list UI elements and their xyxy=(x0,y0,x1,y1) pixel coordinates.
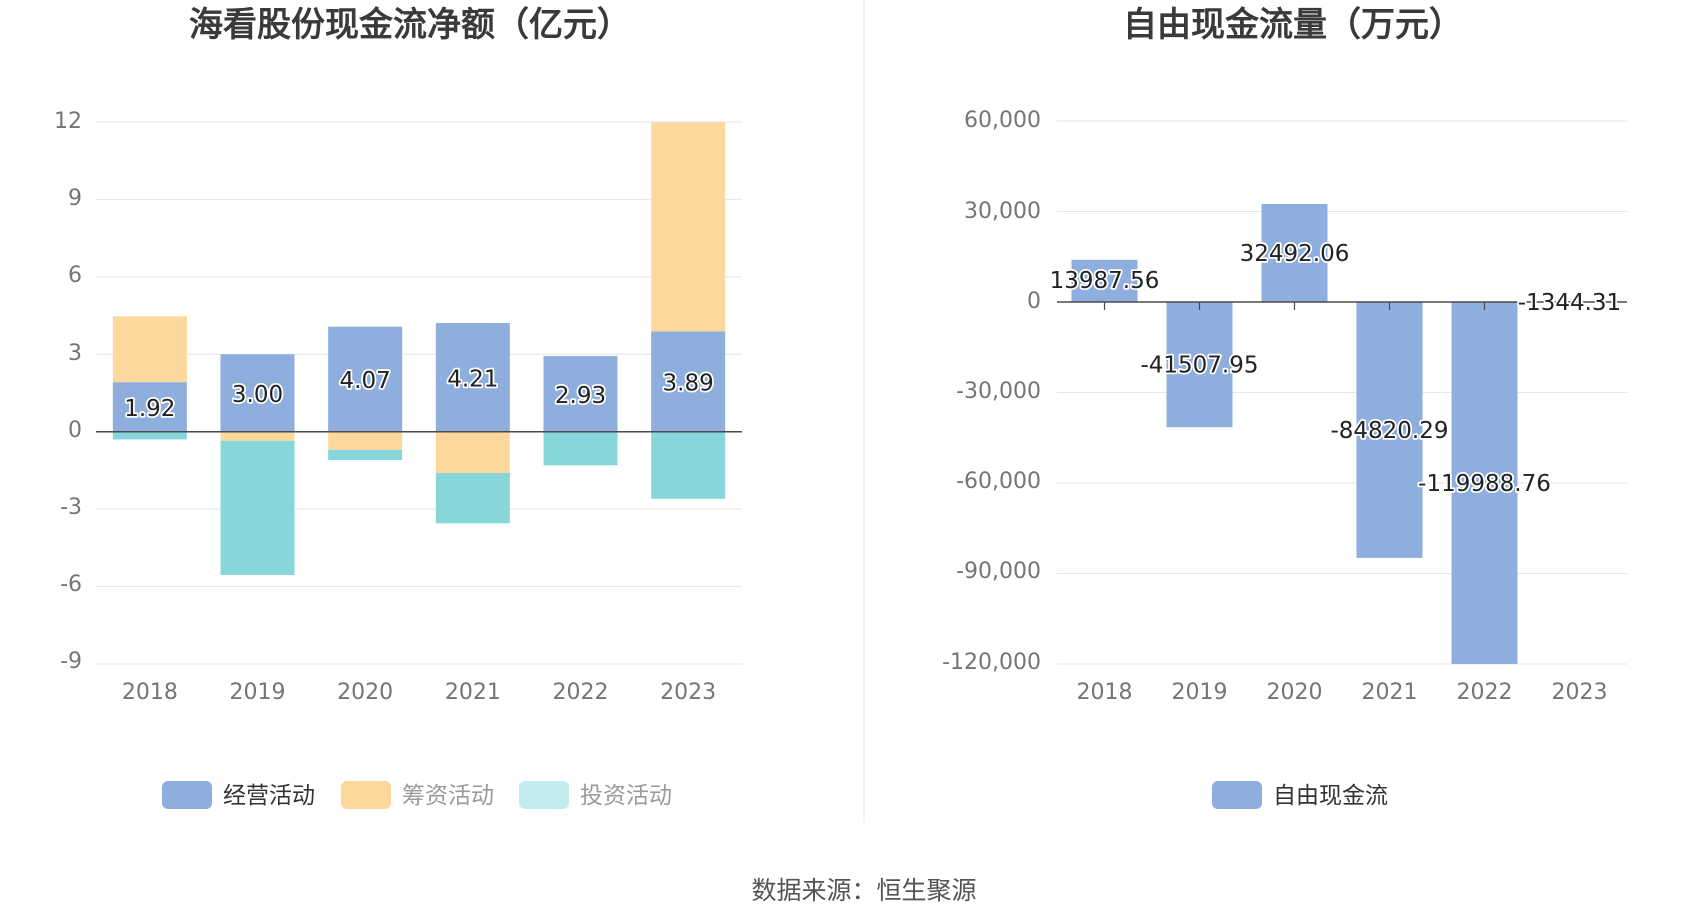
right-legend: 自由现金流 xyxy=(1212,781,1388,809)
right-data-label: 13987.56 xyxy=(1050,268,1160,294)
right-data-label: -84820.29 xyxy=(1330,418,1448,444)
right-chart-title: 自由现金流量（万元） xyxy=(1123,5,1463,45)
left-x-tick: 2018 xyxy=(122,680,178,705)
left-data-label: 1.92 xyxy=(124,396,175,422)
left-bar-经营活动-2019 xyxy=(220,354,295,432)
left-y-axis: 12 9 6 3 0 -3 -6 -9 xyxy=(54,109,82,674)
left-bar-筹资活动-2018 xyxy=(112,316,187,383)
left-x-tick: 2021 xyxy=(445,680,501,705)
right-x-tick: 2019 xyxy=(1172,680,1228,705)
left-x-tick: 2019 xyxy=(230,680,286,705)
left-plot-area: 2018 2019 2020 2021 2022 2023 1.92 3.00 4.07 4.21… xyxy=(96,121,742,705)
left-legend-label: 筹资活动 xyxy=(402,783,494,809)
right-y-tick: 60,000 xyxy=(964,108,1041,133)
right-x-tick: 2023 xyxy=(1552,680,1608,705)
left-y-tick: 3 xyxy=(68,341,82,366)
right-y-tick: 0 xyxy=(1027,289,1041,314)
left-data-label: 4.21 xyxy=(447,366,498,392)
right-data-label: 32492.06 xyxy=(1240,241,1350,267)
left-data-label: 4.07 xyxy=(340,368,391,394)
right-bar-2021 xyxy=(1356,302,1423,558)
right-legend-swatch xyxy=(1212,781,1262,809)
right-bar-2020 xyxy=(1261,203,1328,302)
left-legend-swatch-投资活动 xyxy=(519,781,569,809)
left-bar-投资活动-2021 xyxy=(435,473,510,524)
data-source: 数据来源：恒生聚源 xyxy=(751,876,976,905)
right-y-axis: 60,000 30,000 0 -30,000 -60,000 -90,000 … xyxy=(942,108,1041,675)
left-y-tick: -3 xyxy=(60,495,82,520)
right-bar-2019 xyxy=(1166,302,1233,428)
right-bar-2022 xyxy=(1451,302,1518,664)
left-bar-筹资活动-2019 xyxy=(220,431,295,441)
left-bar-筹资活动-2021 xyxy=(435,431,510,474)
left-legend: 经营活动 筹资活动 投资活动 xyxy=(162,781,672,809)
left-bar-投资活动-2020 xyxy=(328,449,403,461)
right-data-label: -1344.31 xyxy=(1518,290,1621,316)
right-data-label: -41507.95 xyxy=(1140,353,1258,379)
right-x-tick: 2020 xyxy=(1267,680,1323,705)
left-bar-投资活动-2019 xyxy=(220,440,295,575)
left-y-tick: -9 xyxy=(60,649,82,674)
left-legend-label: 投资活动 xyxy=(580,783,672,809)
right-data-label: -119988.76 xyxy=(1418,471,1551,497)
right-y-tick: -30,000 xyxy=(956,379,1041,404)
left-bar-经营活动-2020 xyxy=(328,326,403,432)
left-data-label: 2.93 xyxy=(555,383,606,409)
left-legend-label: 经营活动 xyxy=(223,783,315,809)
left-legend-swatch-经营活动 xyxy=(162,781,212,809)
left-bar-筹资活动-2020 xyxy=(328,431,403,450)
left-y-tick: 12 xyxy=(54,109,82,134)
left-bar-经营活动-2021 xyxy=(435,323,510,432)
left-y-tick: 0 xyxy=(68,418,82,443)
left-data-label: 3.89 xyxy=(663,371,714,397)
right-y-tick: 30,000 xyxy=(964,199,1041,224)
left-bar-投资活动-2018 xyxy=(112,431,187,440)
right-legend-label: 自由现金流 xyxy=(1273,783,1388,809)
left-data-label: 3.00 xyxy=(232,382,283,408)
right-x-tick: 2022 xyxy=(1457,680,1513,705)
left-y-tick: 9 xyxy=(68,186,82,211)
left-y-tick: 6 xyxy=(68,263,82,288)
right-y-tick: -60,000 xyxy=(956,469,1041,494)
left-y-tick: -6 xyxy=(60,572,82,597)
left-x-tick: 2023 xyxy=(660,680,716,705)
right-x-tick: 2018 xyxy=(1077,680,1133,705)
left-bar-经营活动-2023 xyxy=(651,331,726,432)
right-bar-2018 xyxy=(1071,259,1138,302)
left-bar-经营活动-2022 xyxy=(543,356,618,432)
left-bar-投资活动-2022 xyxy=(543,431,618,466)
left-bar-投资活动-2023 xyxy=(651,431,726,499)
left-bar-经营活动-2018 xyxy=(112,382,187,432)
right-plot-area: 2018 2019 2020 2021 2022 2023 13987.56 -41507.9… xyxy=(1048,120,1627,705)
right-y-tick: -90,000 xyxy=(956,559,1041,584)
left-x-tick: 2020 xyxy=(337,680,393,705)
left-chart-title: 海看股份现金流净额（亿元） xyxy=(189,5,631,45)
right-x-tick: 2021 xyxy=(1362,680,1418,705)
left-x-tick: 2022 xyxy=(553,680,609,705)
left-legend-swatch-筹资活动 xyxy=(341,781,391,809)
left-bar-筹资活动-2023 xyxy=(651,122,726,332)
right-y-tick: -120,000 xyxy=(942,650,1041,675)
